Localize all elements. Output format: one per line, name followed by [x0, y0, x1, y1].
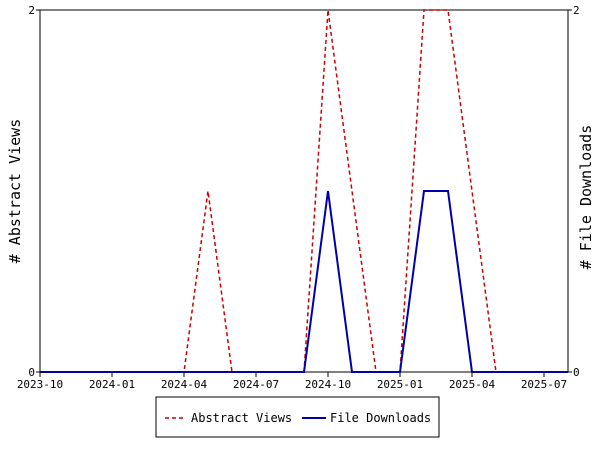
x-axis: 2023-10 2024-01 2024-04 2024-07 2024-10 2025-… — [17, 372, 567, 391]
series-layer — [40, 9, 568, 373]
x-tick-label: 2024-04 — [161, 378, 208, 391]
x-tick-label: 2023-10 — [17, 378, 63, 391]
legend: Abstract Views File Downloads — [155, 396, 440, 438]
x-tick-label: 2025-01 — [377, 378, 423, 391]
x-tick-label: 2025-04 — [449, 378, 496, 391]
legend-box — [155, 396, 440, 438]
series-line-file-downloads — [40, 190, 568, 373]
y-axis-right-title: # File Downloads — [577, 125, 595, 270]
y-axis-left-title: # Abstract Views — [6, 119, 24, 264]
x-tick-label: 2024-01 — [89, 378, 135, 391]
y-right-tick-label: 2 — [573, 4, 580, 17]
y-left-tick-label: 2 — [28, 4, 35, 17]
y-axis-left: 02 — [28, 4, 40, 379]
x-tick-label: 2024-07 — [233, 378, 279, 391]
plot-area — [39, 9, 569, 373]
legend-label-file-downloads: File Downloads — [330, 411, 431, 425]
y-left-tick-label: 0 — [28, 366, 35, 379]
y-axis-right: 02 — [568, 4, 580, 379]
x-tick-label: 2025-07 — [521, 378, 567, 391]
x-tick-label: 2024-10 — [305, 378, 351, 391]
legend-label-abstract-views: Abstract Views — [191, 411, 292, 425]
y-right-tick-label: 0 — [573, 366, 580, 379]
